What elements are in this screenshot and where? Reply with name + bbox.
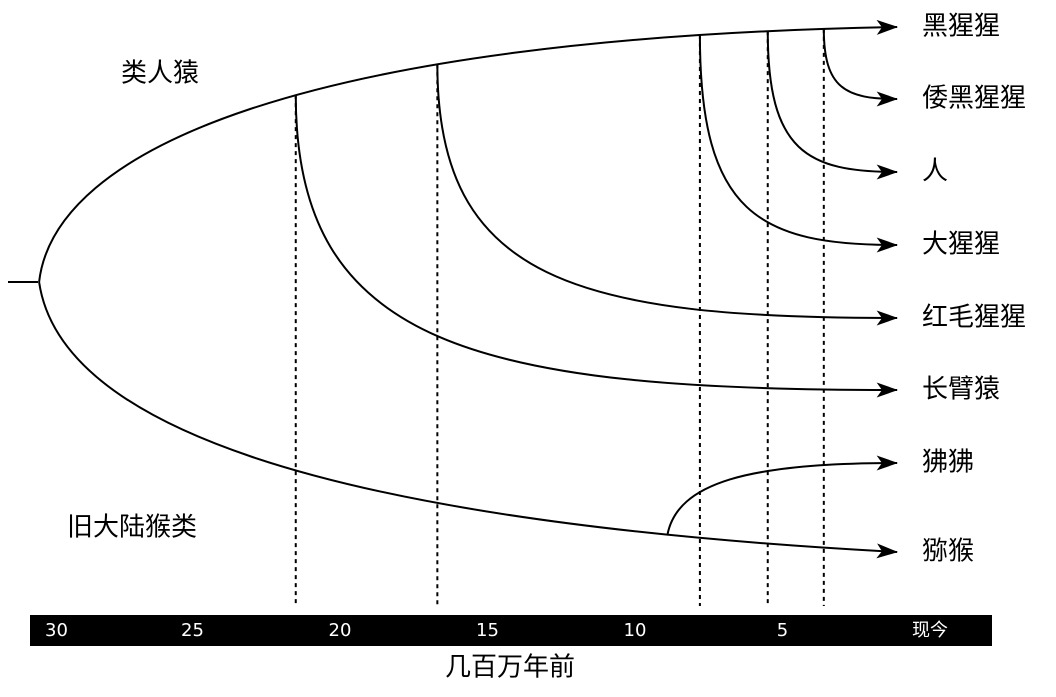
lineage	[698, 34, 899, 253]
lineage	[766, 31, 899, 180]
axis-title: 几百万年前	[445, 653, 575, 683]
lineage	[666, 455, 899, 535]
group-label: 旧大陆猴类	[67, 513, 197, 543]
taxon-label: 猕猴	[922, 537, 974, 567]
taxon-label: 狒狒	[922, 448, 974, 478]
taxon-label: 人	[922, 157, 948, 187]
tick-label: 30	[45, 620, 68, 641]
time-axis-bar	[30, 615, 992, 646]
tick-label: 现今	[912, 620, 948, 641]
tick-label: 15	[476, 620, 499, 641]
taxon-label: 大猩猩	[922, 230, 1000, 260]
taxon-label: 倭黑猩猩	[922, 84, 1026, 114]
lineage	[294, 95, 899, 398]
lineage	[38, 19, 899, 283]
taxon-label: 长臂猿	[922, 375, 1000, 405]
tick-label: 25	[181, 620, 204, 641]
tick-label: 5	[777, 620, 788, 641]
group-label: 类人猿	[121, 59, 199, 89]
tick-label: 20	[329, 620, 352, 641]
taxon-label: 黑猩猩	[922, 12, 1000, 42]
tick-label: 10	[624, 620, 647, 641]
lineage	[436, 64, 899, 326]
taxon-label: 红毛猩猩	[922, 303, 1026, 333]
lineage	[38, 281, 899, 559]
lineage	[822, 28, 899, 107]
